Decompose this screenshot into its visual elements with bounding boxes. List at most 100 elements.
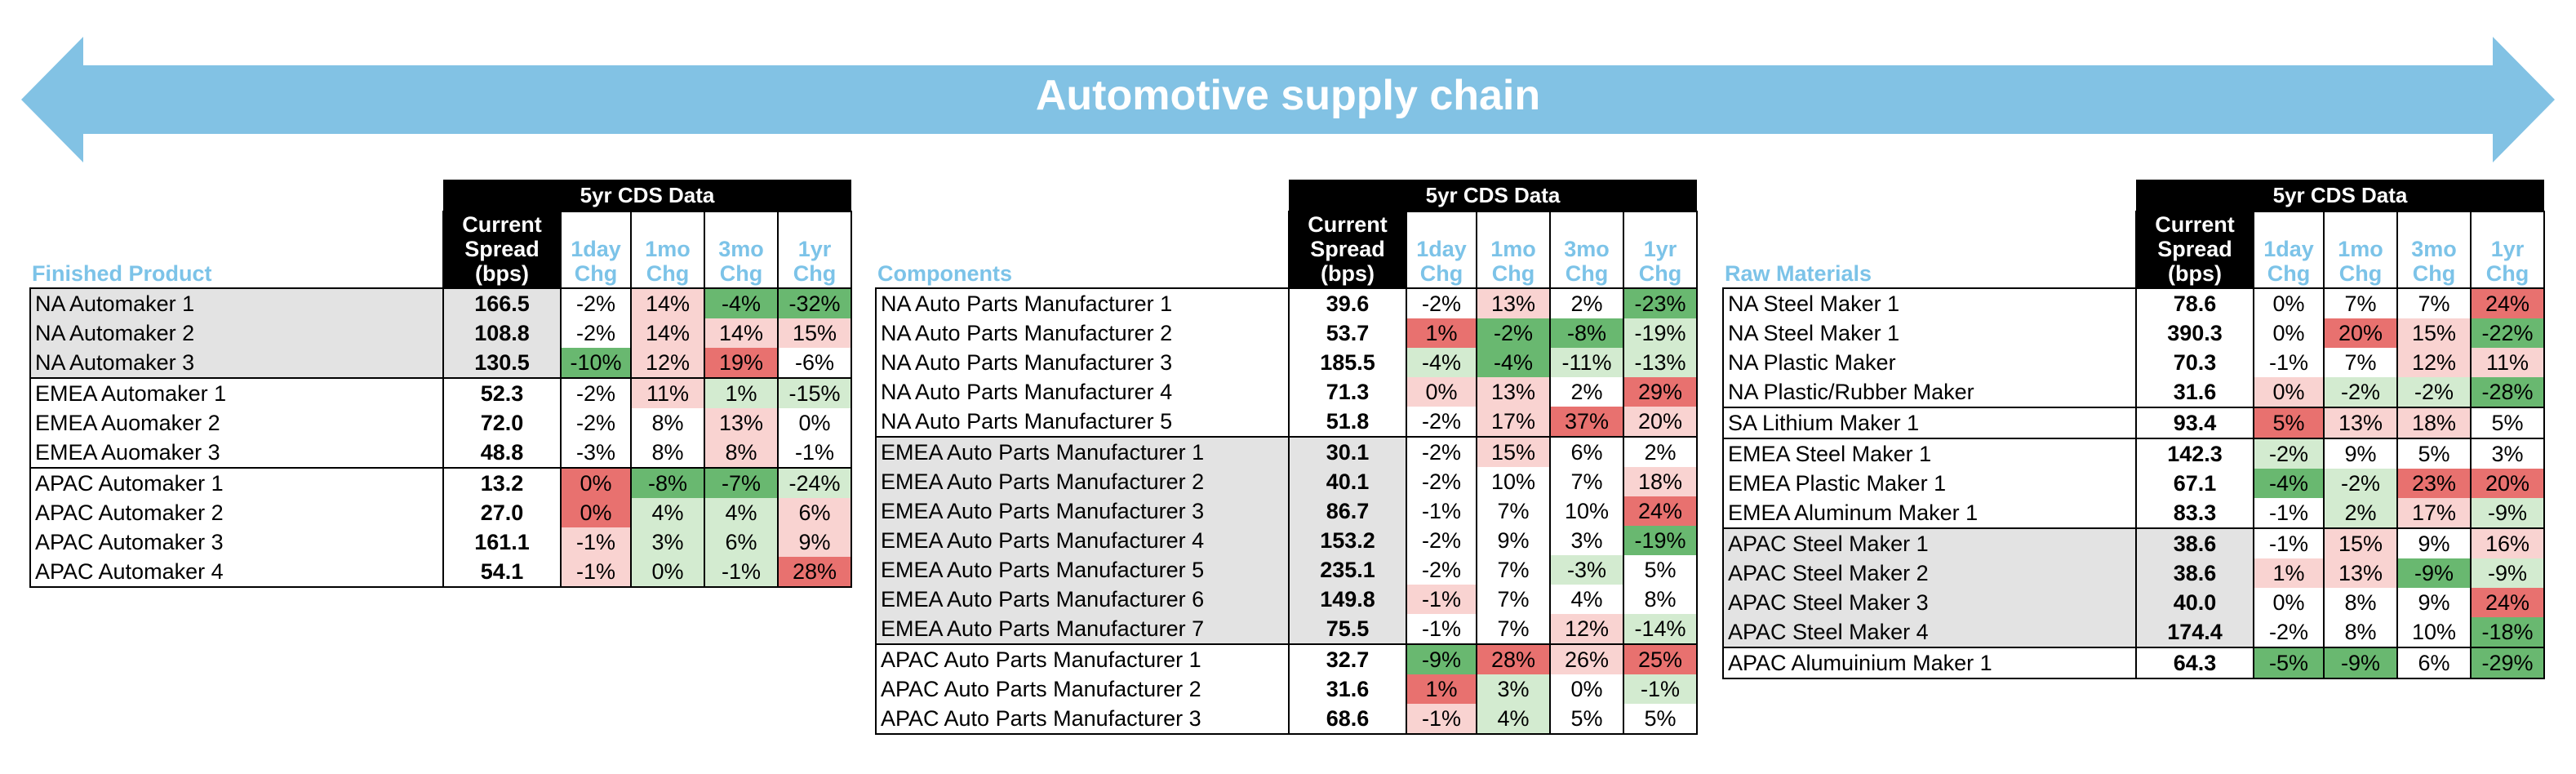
- company-name: EMEA Auomaker 3: [29, 438, 443, 468]
- current-spread: 235.1: [1288, 555, 1407, 585]
- y1-change-header: 1yr Chg: [1623, 211, 1698, 289]
- d1-change-cell: -2%: [561, 408, 632, 438]
- current-spread: 64.3: [2135, 647, 2254, 679]
- current-spread: 108.8: [442, 318, 562, 348]
- m3-change-cell: 6%: [704, 527, 779, 557]
- m3-change-cell: 5%: [1550, 704, 1624, 735]
- m1-change-cell: 7%: [1477, 585, 1551, 614]
- m3-change-cell: 8%: [704, 438, 779, 468]
- m1-change-header: 1mo Chg: [631, 211, 705, 289]
- m1-change-cell: 4%: [631, 498, 705, 527]
- m1-change-cell: 0%: [631, 557, 705, 588]
- table-row: NA Automaker 1 166.5 -2% 14% -4% -32%: [29, 288, 852, 318]
- company-name: APAC Automaker 3: [29, 527, 443, 557]
- components-table: 5yr CDS Data Components Current Spread (bp…: [875, 180, 1698, 735]
- table-row: NA Plastic/Rubber Maker 31.6 0% -2% -2% -28%: [1722, 377, 2545, 407]
- d1-change-cell: -1%: [561, 527, 632, 557]
- y1-change-cell: -9%: [2471, 558, 2545, 588]
- y1-change-cell: 16%: [2471, 527, 2545, 558]
- company-name: APAC Steel Maker 4: [1722, 617, 2136, 647]
- d1-change-header: 1day Chg: [561, 211, 632, 289]
- table-row: EMEA Auto Parts Manufacturer 4 153.2 -2% 9%…: [875, 526, 1698, 555]
- y1-change-cell: 18%: [1623, 467, 1698, 496]
- company-name: EMEA Steel Maker 1: [1722, 438, 2136, 469]
- company-name: NA Automaker 2: [29, 318, 443, 348]
- company-name: NA Steel Maker 1: [1722, 318, 2136, 348]
- m1-change-cell: 9%: [1477, 526, 1551, 555]
- d1-change-header: 1day Chg: [1406, 211, 1477, 289]
- m1-change-cell: 28%: [1477, 643, 1551, 674]
- y1-change-cell: 0%: [778, 408, 852, 438]
- m3-change-cell: 0%: [1550, 674, 1624, 704]
- m1-change-cell: 8%: [631, 438, 705, 468]
- d1-change-cell: -1%: [1406, 585, 1477, 614]
- y1-change-cell: -28%: [2471, 377, 2545, 407]
- table-row: EMEA Aluminum Maker 1 83.3 -1% 2% 17% -9%: [1722, 498, 2545, 528]
- m1-change-cell: -4%: [1477, 348, 1551, 377]
- current-spread: 390.3: [2135, 318, 2254, 348]
- d1-change-cell: -1%: [561, 557, 632, 588]
- y1-change-cell: -1%: [778, 438, 852, 468]
- m3-change-cell: -1%: [704, 557, 779, 588]
- d1-change-cell: -1%: [1406, 496, 1477, 526]
- d1-change-cell: -4%: [1406, 348, 1477, 377]
- m1-change-cell: 15%: [2324, 527, 2398, 558]
- m1-change-cell: 11%: [631, 377, 705, 408]
- company-name: NA Automaker 1: [29, 288, 443, 318]
- d1-change-cell: -2%: [1406, 555, 1477, 585]
- m3-change-cell: 10%: [1550, 496, 1624, 526]
- table-row: APAC Alumuinium Maker 1 64.3 -5% -9% 6% -29%: [1722, 647, 2545, 679]
- current-spread: 31.6: [1288, 674, 1407, 704]
- m1-change-cell: 9%: [2324, 438, 2398, 469]
- finished-product-table: 5yr CDS Data Finished Product Current Spre…: [29, 180, 852, 588]
- company-name: NA Steel Maker 1: [1722, 288, 2136, 318]
- m1-change-cell: 7%: [1477, 614, 1551, 644]
- current-spread: 93.4: [2135, 407, 2254, 438]
- m3-change-cell: 1%: [704, 377, 779, 408]
- y1-change-cell: 24%: [2471, 588, 2545, 617]
- d1-change-cell: 1%: [2254, 558, 2325, 588]
- m3-change-cell: 12%: [1550, 614, 1624, 644]
- m3-change-cell: -11%: [1550, 348, 1624, 377]
- current-spread: 39.6: [1288, 288, 1407, 318]
- y1-change-cell: 3%: [2471, 438, 2545, 469]
- table-row: EMEA Auto Parts Manufacturer 7 75.5 -1% 7% 1…: [875, 614, 1698, 644]
- y1-change-cell: -1%: [1623, 674, 1698, 704]
- y1-change-cell: 15%: [778, 318, 852, 348]
- table-row: APAC Steel Maker 2 38.6 1% 13% -9% -9%: [1722, 558, 2545, 588]
- y1-change-cell: 28%: [778, 557, 852, 588]
- y1-change-cell: 5%: [1623, 704, 1698, 735]
- y1-change-cell: 5%: [2471, 407, 2545, 438]
- d1-change-cell: -1%: [1406, 614, 1477, 644]
- d1-change-cell: -2%: [561, 288, 632, 318]
- current-spread: 153.2: [1288, 526, 1407, 555]
- current-spread: 40.0: [2135, 588, 2254, 617]
- current-spread: 161.1: [442, 527, 562, 557]
- m3-change-header: 3mo Chg: [1550, 211, 1624, 289]
- y1-change-cell: 8%: [1623, 585, 1698, 614]
- current-spread: 48.8: [442, 438, 562, 468]
- current-spread: 32.7: [1288, 643, 1407, 674]
- current-spread: 31.6: [2135, 377, 2254, 407]
- y1-change-cell: 2%: [1623, 436, 1698, 467]
- table-row: APAC Automaker 2 27.0 0% 4% 4% 6%: [29, 498, 852, 527]
- y1-change-cell: -22%: [2471, 318, 2545, 348]
- y1-change-cell: 24%: [2471, 288, 2545, 318]
- table-row: NA Steel Maker 1 390.3 0% 20% 15% -22%: [1722, 318, 2545, 348]
- banner-title: Automotive supply chain: [1035, 72, 1541, 119]
- d1-change-cell: -1%: [2254, 498, 2325, 528]
- d1-change-cell: 5%: [2254, 407, 2325, 438]
- current-spread: 67.1: [2135, 469, 2254, 498]
- y1-change-header: 1yr Chg: [2471, 211, 2545, 289]
- company-name: EMEA Auto Parts Manufacturer 6: [875, 585, 1289, 614]
- current-spread: 38.6: [2135, 527, 2254, 558]
- y1-change-cell: 20%: [2471, 469, 2545, 498]
- m3-change-cell: 9%: [2397, 588, 2472, 617]
- y1-change-cell: -18%: [2471, 617, 2545, 647]
- company-name: APAC Auto Parts Manufacturer 1: [875, 643, 1289, 674]
- y1-change-cell: 5%: [1623, 555, 1698, 585]
- company-name: APAC Steel Maker 3: [1722, 588, 2136, 617]
- m1-change-cell: 14%: [631, 318, 705, 348]
- m3-change-cell: 7%: [2397, 288, 2472, 318]
- company-name: EMEA Automaker 1: [29, 377, 443, 408]
